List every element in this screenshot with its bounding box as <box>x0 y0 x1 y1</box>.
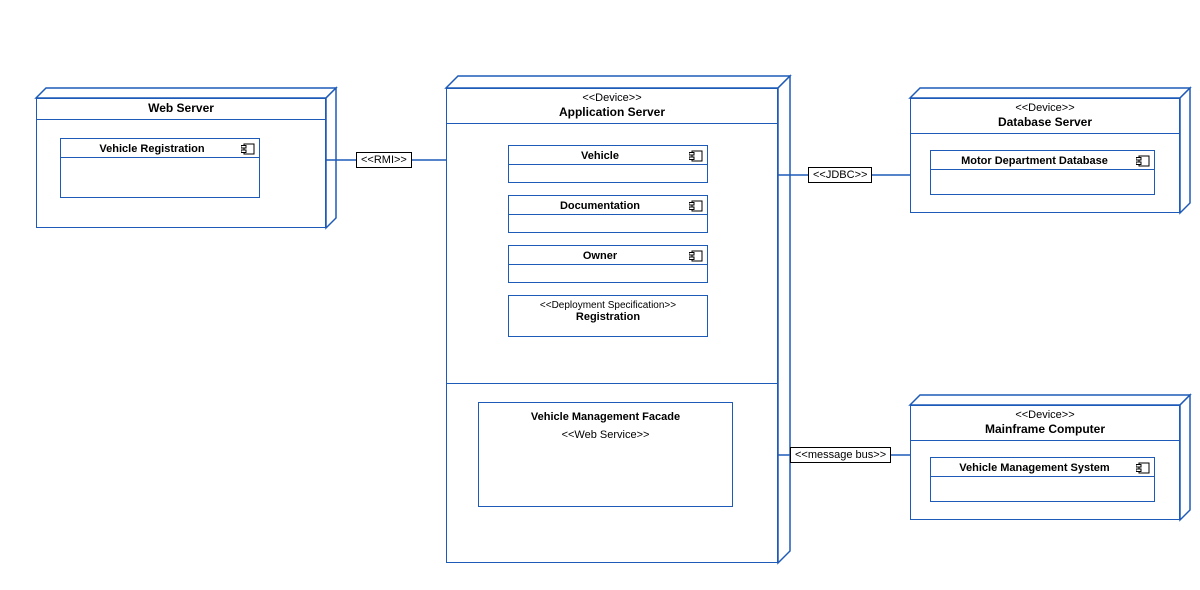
facade-label-top: Vehicle Management Facade <box>483 411 728 423</box>
component-documentation: Documentation <box>508 195 708 233</box>
component-icon <box>689 250 703 262</box>
db-server-title: Database Server <box>998 115 1092 129</box>
vehicle-registration-label: Vehicle Registration <box>99 143 204 155</box>
component-facade: Vehicle Management Facade <<Web Service>… <box>478 402 733 507</box>
node-title: <<Device>> Application Server <box>447 89 777 124</box>
vehicle-label: Vehicle <box>581 150 619 162</box>
registration-label: Registration <box>576 311 640 323</box>
documentation-label: Documentation <box>560 200 640 212</box>
component-vms: Vehicle Management System <box>930 457 1155 502</box>
component-header: Vehicle Management System <box>931 458 1154 477</box>
component-icon <box>1136 462 1150 474</box>
node-title: <<Device>> Database Server <box>911 99 1179 134</box>
component-registration: <<Deployment Specification>> Registratio… <box>508 295 708 337</box>
component-header: <<Deployment Specification>> Registratio… <box>509 296 707 327</box>
web-server-title: Web Server <box>148 101 214 115</box>
mainframe-title: Mainframe Computer <box>985 422 1105 436</box>
component-icon <box>241 143 255 155</box>
component-header: Vehicle <box>509 146 707 165</box>
vms-label: Vehicle Management System <box>959 462 1109 474</box>
component-icon <box>689 200 703 212</box>
node-title: <<Device>> Mainframe Computer <box>911 406 1179 441</box>
db-server-stereotype: <<Device>> <box>911 101 1179 115</box>
component-header: Documentation <box>509 196 707 215</box>
component-motor-db: Motor Department Database <box>930 150 1155 195</box>
component-header: Vehicle Registration <box>61 139 259 158</box>
component-header: Vehicle Management Facade <<Web Service>… <box>479 403 732 449</box>
mainframe-stereotype: <<Device>> <box>911 408 1179 422</box>
connection-label-msgbus: <<message bus>> <box>790 447 891 463</box>
jdbc-label: <<JDBC>> <box>813 169 867 181</box>
node-title: Web Server <box>37 99 325 120</box>
motor-db-label: Motor Department Database <box>961 155 1108 167</box>
component-owner: Owner <box>508 245 708 283</box>
component-vehicle: Vehicle <box>508 145 708 183</box>
connection-label-jdbc: <<JDBC>> <box>808 167 872 183</box>
component-icon <box>1136 155 1150 167</box>
facade-label-bottom: <<Web Service>> <box>483 429 728 441</box>
component-vehicle-registration: Vehicle Registration <box>60 138 260 198</box>
component-header: Motor Department Database <box>931 151 1154 170</box>
registration-stereotype: <<Deployment Specification>> <box>513 300 703 311</box>
connection-label-rmi: <<RMI>> <box>356 152 412 168</box>
component-icon <box>689 150 703 162</box>
owner-label: Owner <box>583 250 617 262</box>
component-header: Owner <box>509 246 707 265</box>
rmi-label: <<RMI>> <box>361 154 407 166</box>
inner-section-divider <box>447 383 777 384</box>
app-server-title: Application Server <box>559 105 665 119</box>
app-server-stereotype: <<Device>> <box>447 91 777 105</box>
msgbus-label: <<message bus>> <box>795 449 886 461</box>
